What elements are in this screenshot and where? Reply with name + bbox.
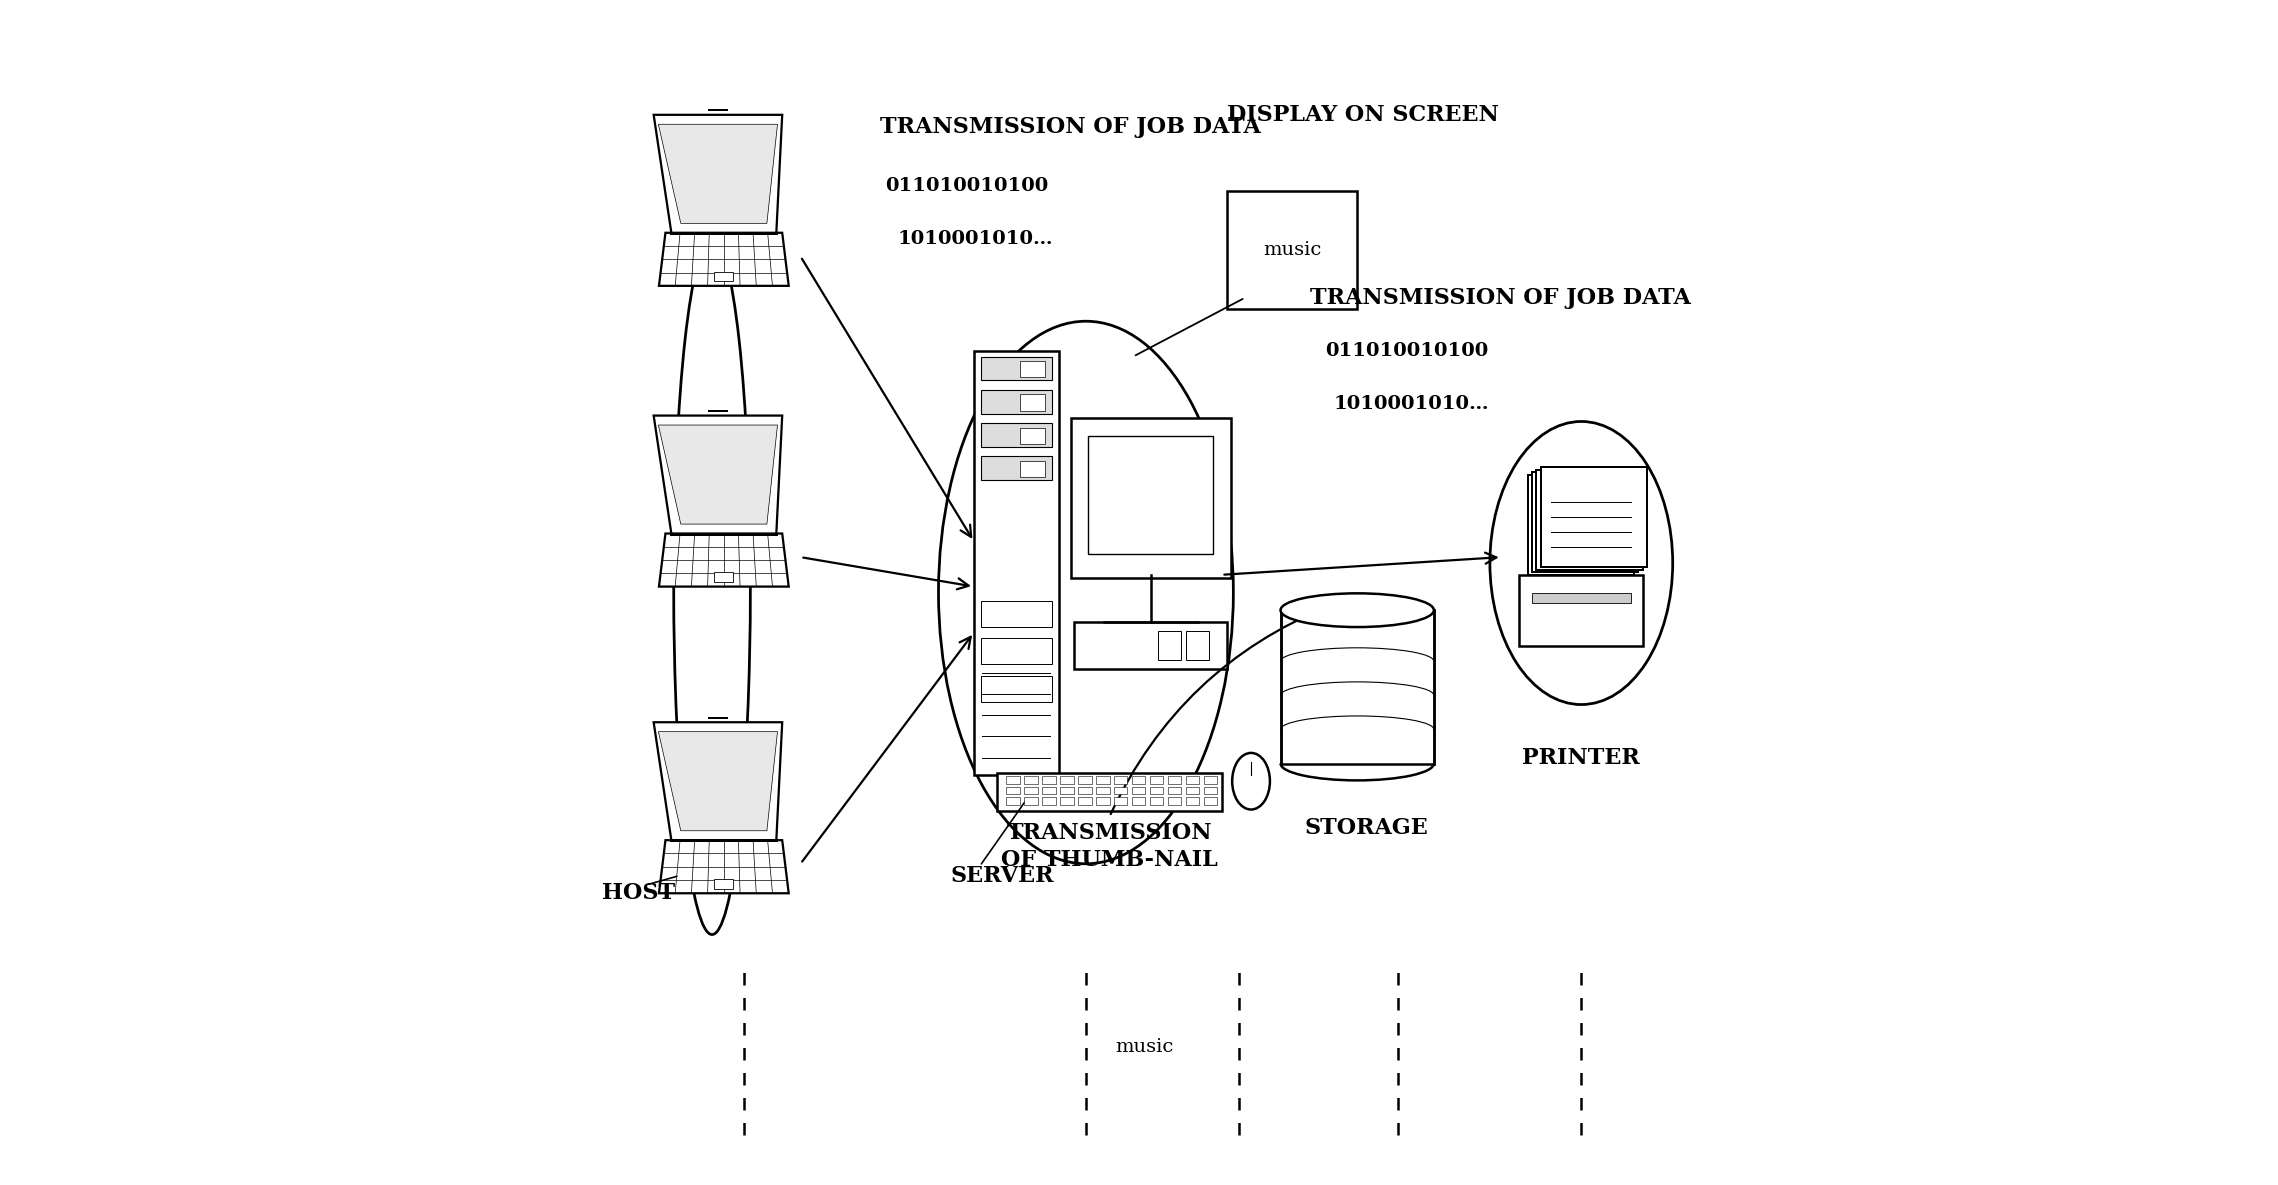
FancyBboxPatch shape <box>1519 575 1642 646</box>
FancyBboxPatch shape <box>1114 787 1128 794</box>
FancyBboxPatch shape <box>1169 798 1182 805</box>
FancyBboxPatch shape <box>1025 776 1039 784</box>
Text: SERVER: SERVER <box>950 865 1055 886</box>
FancyBboxPatch shape <box>1077 787 1091 794</box>
Text: 011010010100: 011010010100 <box>886 177 1048 194</box>
FancyBboxPatch shape <box>1169 787 1182 794</box>
FancyBboxPatch shape <box>1089 436 1214 553</box>
FancyBboxPatch shape <box>1059 787 1073 794</box>
Text: TRANSMISSION OF JOB DATA: TRANSMISSION OF JOB DATA <box>879 116 1260 137</box>
FancyBboxPatch shape <box>1114 776 1128 784</box>
FancyBboxPatch shape <box>1021 395 1046 411</box>
FancyBboxPatch shape <box>1071 418 1230 578</box>
Polygon shape <box>658 731 777 831</box>
FancyBboxPatch shape <box>1187 632 1210 660</box>
FancyBboxPatch shape <box>1043 776 1055 784</box>
FancyBboxPatch shape <box>1203 776 1216 784</box>
Polygon shape <box>654 115 781 232</box>
Bar <box>715 879 734 889</box>
FancyBboxPatch shape <box>1025 787 1039 794</box>
FancyBboxPatch shape <box>1043 787 1055 794</box>
FancyBboxPatch shape <box>1535 469 1642 570</box>
Text: STORAGE: STORAGE <box>1305 818 1428 839</box>
Polygon shape <box>658 124 777 223</box>
FancyBboxPatch shape <box>1021 428 1046 444</box>
FancyBboxPatch shape <box>1187 798 1198 805</box>
FancyBboxPatch shape <box>1150 787 1164 794</box>
FancyBboxPatch shape <box>1203 798 1216 805</box>
Bar <box>715 572 734 582</box>
FancyBboxPatch shape <box>1096 776 1109 784</box>
Bar <box>715 271 734 281</box>
FancyBboxPatch shape <box>1132 776 1146 784</box>
FancyBboxPatch shape <box>1007 798 1021 805</box>
Text: 1010001010…: 1010001010… <box>898 230 1052 248</box>
FancyBboxPatch shape <box>1187 787 1198 794</box>
FancyBboxPatch shape <box>1096 787 1109 794</box>
FancyBboxPatch shape <box>1021 461 1046 478</box>
FancyBboxPatch shape <box>1228 192 1358 309</box>
FancyBboxPatch shape <box>1077 798 1091 805</box>
Polygon shape <box>658 425 777 524</box>
FancyBboxPatch shape <box>1059 798 1073 805</box>
Polygon shape <box>654 416 781 533</box>
Polygon shape <box>658 533 788 587</box>
Text: HOST: HOST <box>601 883 677 904</box>
FancyBboxPatch shape <box>980 601 1052 627</box>
FancyBboxPatch shape <box>1132 787 1146 794</box>
FancyBboxPatch shape <box>1187 776 1198 784</box>
FancyBboxPatch shape <box>1150 798 1164 805</box>
Ellipse shape <box>1280 594 1433 627</box>
FancyBboxPatch shape <box>980 357 1052 380</box>
FancyBboxPatch shape <box>1007 776 1021 784</box>
FancyBboxPatch shape <box>980 677 1052 703</box>
FancyBboxPatch shape <box>980 423 1052 447</box>
Text: music: music <box>1262 242 1321 260</box>
Polygon shape <box>654 722 781 840</box>
FancyBboxPatch shape <box>1280 610 1433 763</box>
Text: 1010001010…: 1010001010… <box>1333 395 1490 412</box>
FancyBboxPatch shape <box>1540 467 1647 568</box>
FancyBboxPatch shape <box>1075 622 1228 670</box>
FancyBboxPatch shape <box>1021 361 1046 378</box>
Polygon shape <box>658 840 788 893</box>
Text: TRANSMISSION OF JOB DATA: TRANSMISSION OF JOB DATA <box>1310 287 1690 308</box>
FancyBboxPatch shape <box>980 390 1052 414</box>
Text: TRANSMISSION
OF THUMB-NAIL: TRANSMISSION OF THUMB-NAIL <box>1000 821 1219 871</box>
Text: music: music <box>1116 1038 1173 1056</box>
Polygon shape <box>658 232 788 286</box>
FancyBboxPatch shape <box>1132 798 1146 805</box>
FancyBboxPatch shape <box>1077 776 1091 784</box>
Ellipse shape <box>1232 752 1269 809</box>
Text: PRINTER: PRINTER <box>1522 747 1640 769</box>
FancyBboxPatch shape <box>1150 776 1164 784</box>
FancyBboxPatch shape <box>1169 776 1182 784</box>
Text: DISPLAY ON SCREEN: DISPLAY ON SCREEN <box>1228 104 1499 126</box>
FancyBboxPatch shape <box>980 639 1052 665</box>
Ellipse shape <box>1490 422 1672 705</box>
FancyBboxPatch shape <box>1059 776 1073 784</box>
FancyBboxPatch shape <box>1007 787 1021 794</box>
FancyBboxPatch shape <box>975 351 1059 775</box>
FancyBboxPatch shape <box>1096 798 1109 805</box>
FancyBboxPatch shape <box>1533 472 1638 572</box>
FancyBboxPatch shape <box>1043 798 1055 805</box>
FancyBboxPatch shape <box>1025 798 1039 805</box>
FancyBboxPatch shape <box>1203 787 1216 794</box>
Text: 011010010100: 011010010100 <box>1326 341 1488 360</box>
FancyBboxPatch shape <box>998 773 1221 811</box>
FancyBboxPatch shape <box>1529 474 1633 575</box>
FancyBboxPatch shape <box>1531 592 1631 603</box>
FancyBboxPatch shape <box>980 456 1052 480</box>
FancyBboxPatch shape <box>1114 798 1128 805</box>
FancyBboxPatch shape <box>1160 632 1182 660</box>
